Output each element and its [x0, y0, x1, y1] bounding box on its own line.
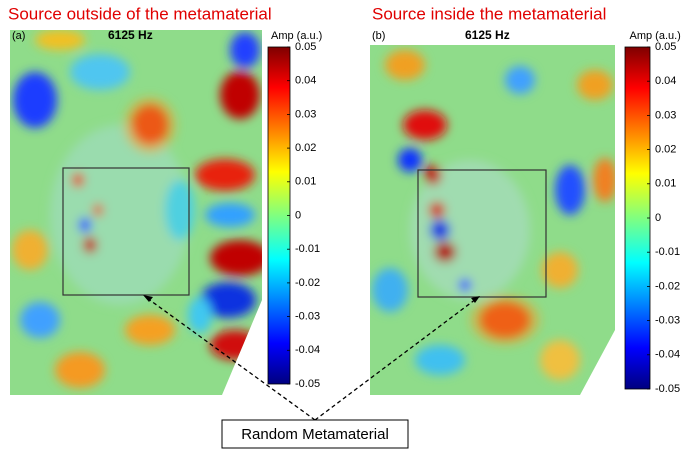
tick-label: 0.05 [295, 41, 316, 53]
panel-heading: Source inside the metamaterial [372, 4, 606, 23]
tick-label: -0.04 [295, 344, 320, 356]
tick-label: -0.03 [295, 311, 320, 323]
panel-label: (b) [372, 30, 385, 42]
tick-label: 0.03 [295, 108, 316, 120]
field-map [10, 30, 270, 395]
panel-heading: Source outside of the metamaterial [8, 4, 272, 23]
tick-label: 0.03 [655, 109, 676, 121]
tick-label: 0.04 [655, 75, 676, 87]
tick-label: 0.01 [295, 176, 316, 188]
figure: Source outside of the metamaterial Sourc… [0, 0, 681, 449]
tick-label: -0.03 [655, 315, 680, 327]
field-map [370, 45, 617, 395]
frequency-label: 6125 Hz [108, 28, 153, 42]
tick-label: 0 [295, 209, 301, 221]
frequency-label: 6125 Hz [465, 28, 510, 42]
tick-label: -0.01 [295, 243, 320, 255]
colorbar [625, 47, 650, 389]
tick-label: -0.02 [295, 277, 320, 289]
tick-label: -0.05 [295, 378, 320, 390]
tick-label: 0.05 [655, 41, 676, 53]
tick-label: 0.02 [295, 142, 316, 154]
tick-label: 0.02 [655, 144, 676, 156]
tick-label: 0.04 [295, 75, 316, 87]
panel-label: (a) [12, 30, 25, 42]
tick-label: -0.02 [655, 280, 680, 292]
tick-label: -0.01 [655, 246, 680, 258]
tick-label: 0.01 [655, 178, 676, 190]
tick-label: -0.05 [655, 383, 680, 395]
annotation: Random Metamaterial [241, 426, 389, 443]
tick-label: 0 [655, 212, 661, 224]
colorbar [268, 47, 290, 384]
tick-label: -0.04 [655, 349, 680, 361]
